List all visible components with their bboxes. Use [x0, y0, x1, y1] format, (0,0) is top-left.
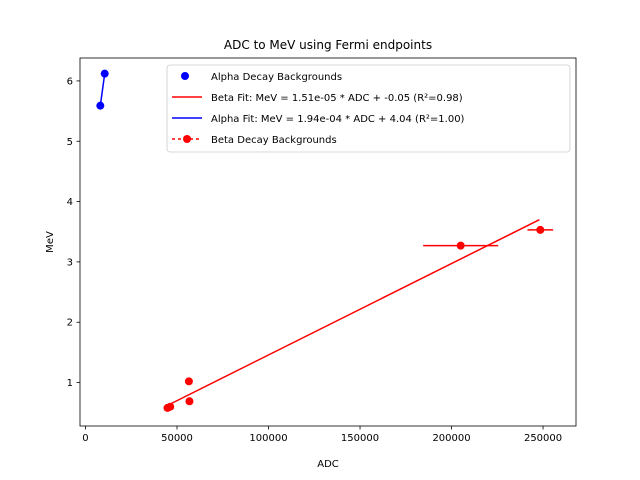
- legend-marker-beta: [183, 135, 191, 143]
- x-axis-label: ADC: [317, 459, 339, 470]
- plot-content: [96, 69, 554, 412]
- y-tick-label: 4: [67, 197, 73, 208]
- legend-entry-label: Alpha Decay Backgrounds: [211, 72, 342, 83]
- legend-entry-label: Beta Fit: MeV = 1.51e-05 * ADC + -0.05 (…: [211, 93, 463, 104]
- legend-frame: [166, 64, 571, 153]
- y-axis-label: MeV: [45, 231, 56, 253]
- x-tick-label: 250000: [524, 433, 562, 444]
- y-tick-label: 2: [67, 318, 73, 329]
- y-tick-label: 5: [67, 137, 73, 148]
- y-axis-ticks: 1 2 3 4 5 6: [67, 76, 80, 389]
- legend-marker-alpha: [181, 72, 189, 80]
- y-tick-label: 1: [67, 378, 73, 389]
- x-tick-label: 100000: [249, 433, 287, 444]
- x-tick-label: 150000: [341, 433, 379, 444]
- fit-line-1: [166, 219, 540, 407]
- beta-data-point: [166, 402, 175, 411]
- x-tick-label: 200000: [432, 433, 470, 444]
- x-tick-label: 0: [82, 433, 88, 444]
- beta-data-point: [536, 225, 545, 234]
- legend-entry-label: Alpha Fit: MeV = 1.94e-04 * ADC + 4.04 (…: [211, 114, 465, 125]
- x-tick-label: 50000: [161, 433, 193, 444]
- y-tick-label: 6: [67, 76, 73, 87]
- alpha-data-point: [96, 101, 105, 110]
- beta-data-point: [184, 377, 193, 386]
- plot-frame: [79, 57, 577, 427]
- chart-title: ADC to MeV using Fermi endpoints: [224, 38, 432, 52]
- beta-data-point: [456, 241, 465, 250]
- legend-entry-label: Beta Decay Backgrounds: [211, 135, 337, 146]
- alpha-data-point: [100, 69, 109, 78]
- beta-data-point: [185, 397, 194, 406]
- fit-line-2: [99, 73, 106, 106]
- y-tick-label: 3: [67, 257, 73, 268]
- legend: Alpha Decay Backgrounds Beta Fit: MeV = 1…: [166, 64, 571, 153]
- x-axis-ticks: 0 50000 100000 150000 200000 250000: [82, 426, 562, 444]
